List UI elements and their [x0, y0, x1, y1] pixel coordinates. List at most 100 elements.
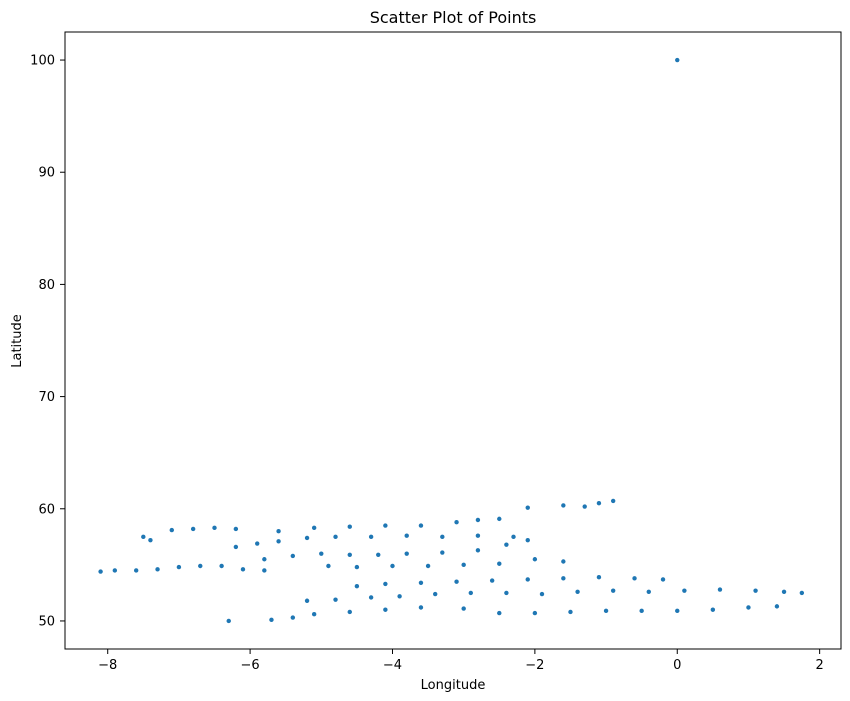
data-point — [290, 553, 296, 559]
data-point — [219, 563, 224, 569]
data-point — [233, 526, 239, 532]
data-point — [311, 612, 317, 617]
data-point — [710, 607, 716, 612]
data-point — [561, 559, 566, 564]
data-point — [383, 607, 388, 612]
data-point — [311, 525, 317, 531]
data-point — [675, 608, 680, 614]
plot-area — [64, 31, 842, 650]
data-point — [639, 608, 644, 614]
data-point — [610, 498, 616, 504]
data-point — [575, 589, 580, 594]
data-point — [304, 598, 310, 603]
data-point — [376, 552, 381, 557]
data-point — [489, 578, 495, 583]
data-point — [262, 557, 267, 562]
data-point — [368, 595, 374, 600]
data-point — [169, 527, 174, 533]
data-point — [660, 577, 666, 582]
data-point — [418, 580, 424, 586]
y-tick-label: 60 — [38, 502, 55, 517]
data-point — [347, 524, 352, 529]
data-point — [582, 504, 587, 509]
data-point — [383, 581, 388, 587]
data-point — [475, 517, 481, 523]
data-point — [468, 590, 473, 596]
data-point — [304, 535, 310, 541]
x-tick-label: 0 — [673, 658, 681, 673]
data-point — [290, 615, 296, 620]
data-point — [141, 534, 146, 540]
y-tick-label: 90 — [38, 166, 55, 181]
data-point — [233, 544, 239, 550]
data-point — [383, 523, 388, 528]
data-point — [112, 568, 118, 573]
data-point — [418, 605, 424, 610]
data-point — [774, 604, 780, 609]
data-point — [781, 589, 787, 594]
data-point — [603, 608, 609, 614]
data-point — [347, 609, 352, 615]
data-point — [425, 563, 431, 569]
data-point — [799, 590, 805, 596]
data-point — [753, 588, 758, 593]
data-point — [504, 590, 509, 596]
data-point — [433, 591, 438, 597]
data-point — [418, 523, 424, 528]
data-point — [262, 568, 267, 573]
x-axis-ticks: −8 −6 −4 −2 0 2 — [98, 649, 824, 673]
data-point — [440, 534, 445, 540]
data-point — [326, 563, 331, 569]
data-point — [504, 542, 509, 547]
data-point — [525, 537, 530, 543]
data-point — [475, 548, 481, 553]
data-point — [226, 618, 231, 624]
data-point — [675, 57, 680, 63]
data-point — [255, 541, 260, 546]
x-tick-label: −6 — [241, 658, 260, 673]
data-point — [497, 516, 502, 522]
data-point — [390, 563, 395, 569]
data-point — [276, 529, 281, 534]
data-point — [333, 534, 338, 540]
data-point — [461, 606, 466, 611]
data-point — [525, 577, 530, 582]
x-tick-label: 2 — [816, 658, 824, 673]
data-point — [212, 525, 217, 531]
data-point — [133, 568, 139, 573]
data-point — [717, 587, 723, 592]
data-point — [561, 576, 566, 581]
data-point — [333, 597, 338, 602]
data-point — [497, 561, 502, 566]
data-point — [176, 564, 182, 570]
y-tick-label: 100 — [30, 54, 55, 69]
data-point — [746, 605, 751, 610]
data-point — [319, 551, 324, 556]
data-point — [610, 588, 616, 593]
y-axis-title: Latitude — [10, 314, 25, 368]
data-point — [525, 505, 530, 510]
data-point — [354, 564, 360, 570]
data-point — [596, 575, 602, 580]
data-point — [190, 526, 196, 532]
data-point — [440, 550, 445, 555]
data-point — [404, 551, 409, 556]
y-tick-label: 80 — [38, 278, 55, 293]
data-point — [155, 567, 160, 572]
data-point — [397, 594, 402, 599]
x-tick-label: −8 — [98, 658, 117, 673]
data-point — [646, 589, 651, 594]
data-point — [454, 579, 459, 584]
data-point — [511, 534, 516, 540]
data-point — [354, 583, 360, 589]
y-axis-ticks: 50 60 70 80 90 100 — [30, 54, 65, 629]
chart-title: Scatter Plot of Points — [370, 8, 537, 27]
data-point — [682, 588, 687, 593]
data-point — [568, 609, 573, 615]
data-point — [596, 500, 602, 506]
data-point — [347, 552, 352, 557]
data-point — [539, 591, 545, 597]
data-point — [368, 534, 374, 540]
data-point — [404, 533, 409, 538]
y-tick-label: 50 — [38, 614, 55, 629]
